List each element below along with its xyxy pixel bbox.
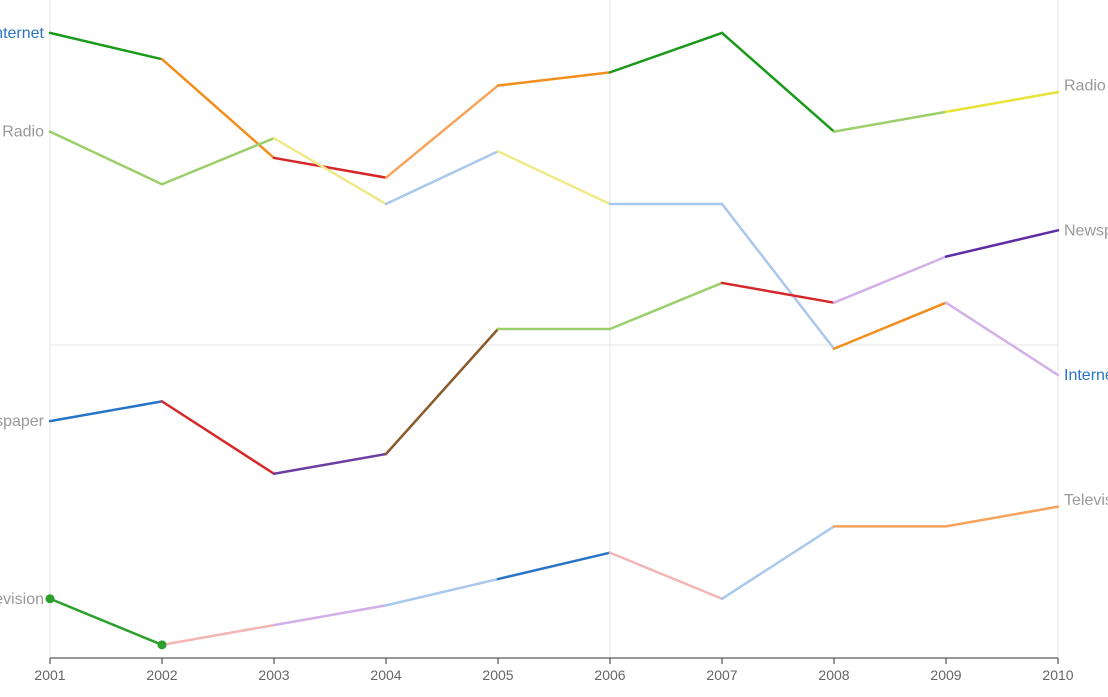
series-label-right: Radio: [1064, 78, 1106, 95]
series-label-right: Newspaper: [1064, 222, 1108, 239]
x-tick-label: 2007: [706, 667, 737, 683]
multiline-chart: 2001 2002 2003 2004 2005 2006 2007 2008 2009 2010…: [0, 0, 1108, 697]
x-tick-label: 2002: [146, 667, 177, 683]
series-label-left: Internet: [0, 25, 45, 42]
x-tick-label: 2003: [258, 667, 289, 683]
x-tick-label: 2006: [594, 667, 625, 683]
x-tick-label: 2008: [818, 667, 849, 683]
series-label-left: Television: [0, 591, 44, 608]
x-tick-label: 2009: [930, 667, 961, 683]
chart-svg: 2001 2002 2003 2004 2005 2006 2007 2008 2009 2010…: [0, 0, 1108, 697]
series-label-right: Television: [1064, 492, 1108, 509]
x-tick-label: 2001: [34, 667, 65, 683]
x-tick-label: 2005: [482, 667, 513, 683]
x-tick-label: 2010: [1042, 667, 1073, 683]
series-label-left: Radio: [2, 124, 44, 141]
series-label-right: Internet: [1064, 367, 1108, 384]
x-tick-label: 2004: [370, 667, 401, 683]
series-label-left: Newspaper: [0, 413, 45, 430]
